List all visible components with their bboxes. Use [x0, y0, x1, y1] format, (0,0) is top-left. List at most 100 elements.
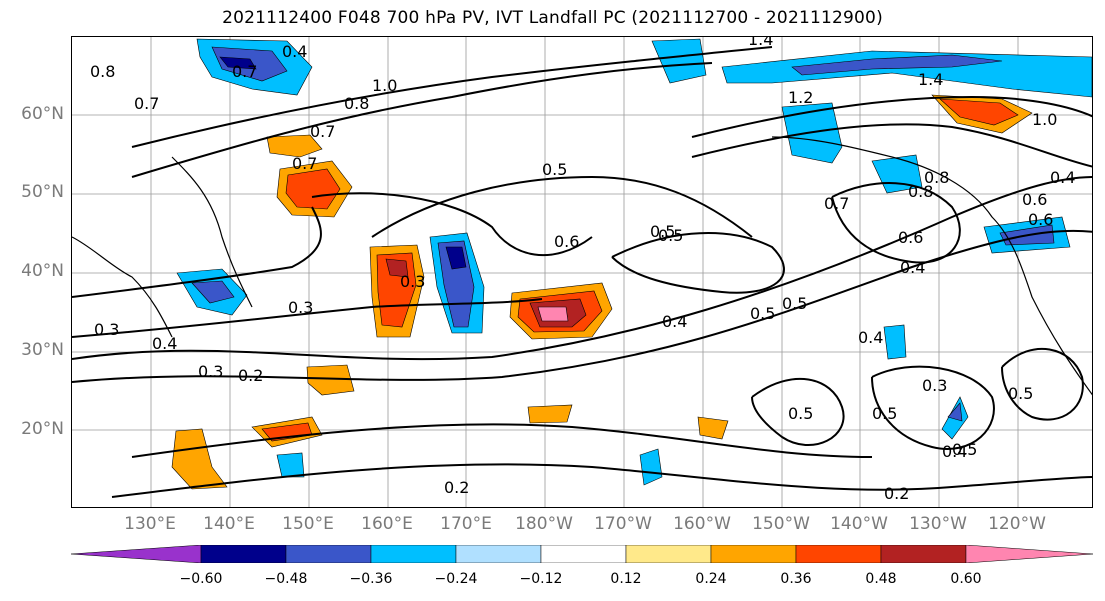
colorbar-seg [455, 545, 542, 563]
contour-label: 0.7 [134, 94, 159, 113]
contour-label: 0.5 [872, 404, 897, 423]
blob-pos-180-peak [537, 306, 569, 322]
lon-label-160w: 160°W [673, 514, 731, 534]
contour-label: 0.3 [288, 298, 313, 317]
colorbar-tick: −0.36 [349, 571, 393, 587]
map-svg: 0.8 0.4 0.7 1.0 0.8 1.4 1.4 1.2 0.7 0.5 … [72, 37, 1092, 507]
contour-label: 0.7 [310, 122, 335, 141]
blob-neg-alaska [721, 50, 1092, 98]
contour-label: 0.2 [238, 366, 263, 385]
contour-label: 0.8 [924, 168, 949, 187]
colorbar-extend-right [965, 545, 1093, 563]
colorbar-tick: −0.60 [179, 571, 223, 587]
lon-label-150w: 150°W [752, 514, 810, 534]
colorbar-seg [625, 545, 712, 563]
shaded-field [171, 38, 1092, 490]
contour-label: 0.4 [1050, 168, 1075, 187]
colorbar-seg [540, 545, 627, 563]
contour-label: 0.5 [782, 294, 807, 313]
colorbar-seg [880, 545, 967, 563]
contour-label: 1.4 [918, 70, 943, 89]
contour-label: 0.3 [922, 376, 947, 395]
contour-label: 0.4 [282, 42, 307, 61]
contour-label: 0.5 [650, 222, 675, 241]
colorbar-tick: −0.48 [264, 571, 308, 587]
blob-pos-kam [266, 134, 323, 158]
map-panel: 0.8 0.4 0.7 1.0 0.8 1.4 1.4 1.2 0.7 0.5 … [71, 36, 1093, 508]
blob-neg-japan-core [191, 280, 235, 304]
contour-label: 0.6 [1022, 190, 1047, 209]
lon-label-140e: 140°E [203, 514, 255, 534]
lon-label-130e: 130°E [124, 514, 176, 534]
contour-label: 0.6 [554, 232, 579, 251]
colorbar-seg [285, 545, 372, 563]
blob-neg-15n [276, 452, 305, 478]
lon-label-170w: 170°W [594, 514, 652, 534]
contour-label: 1.4 [748, 37, 773, 49]
blob-neg-140w [883, 324, 907, 360]
blob-pos-25n [306, 364, 355, 396]
lat-label-30n: 30°N [21, 340, 64, 360]
blob-neg-170e-min [445, 246, 467, 270]
colorbar-tick: 0.36 [780, 571, 812, 587]
contour-label: 0.6 [898, 228, 923, 247]
colorbar-tick: −0.12 [519, 571, 563, 587]
contour-label-layer: 0.8 0.4 0.7 1.0 0.8 1.4 1.4 1.2 0.7 0.5 … [90, 37, 1075, 503]
blob-pos-15n-140e [171, 428, 228, 490]
contour-label: 0.2 [884, 484, 909, 503]
colorbar-seg [710, 545, 797, 563]
blob-pos-160e-max [385, 258, 409, 278]
contour-label: 0.5 [542, 160, 567, 179]
blob-pos-bc-core [939, 98, 1019, 126]
contour-label: 0.3 [94, 320, 119, 339]
contour-label: 0.4 [858, 328, 883, 347]
contour-label: 0.4 [662, 312, 687, 331]
contour-label: 0.8 [344, 94, 369, 113]
lon-label-180w: 180°W [515, 514, 573, 534]
map-title: 2021112400 F048 700 hPa PV, IVT Landfall… [222, 8, 883, 28]
contour-lines [72, 46, 1092, 498]
colorbar-tick: −0.24 [434, 571, 478, 587]
lat-label-40n: 40°N [21, 261, 64, 281]
colorbar-seg [200, 545, 287, 563]
contour-label: 0.4 [900, 258, 925, 277]
lon-label-130w: 130°W [909, 514, 967, 534]
blob-pos-150e-core [285, 168, 341, 210]
blob-pos-160w [697, 416, 729, 440]
blob-neg-nw2 [651, 38, 707, 84]
colorbar-segments [71, 545, 1093, 563]
colorbar-seg [795, 545, 882, 563]
colorbar-tick: 0.60 [950, 571, 982, 587]
contour-label: 0.8 [908, 182, 933, 201]
contour-label: 1.2 [788, 88, 813, 107]
blob-neg-130w-core [947, 402, 963, 422]
contour-label: 0.3 [198, 362, 223, 381]
colorbar-tick: 0.12 [610, 571, 642, 587]
blob-pos-170w [527, 404, 573, 424]
colorbar-seg [370, 545, 457, 563]
contour-label: 0.7 [232, 62, 257, 81]
contour-label: 0.2 [444, 478, 469, 497]
lon-label-170e: 170°E [440, 514, 492, 534]
contour-label: 0.8 [90, 62, 115, 81]
lat-label-60n: 60°N [21, 104, 64, 124]
contour-label: 0.4 [942, 442, 967, 461]
lat-label-20n: 20°N [21, 419, 64, 439]
blob-neg-alaska-core [791, 54, 1003, 76]
contour-label: 0.5 [1008, 384, 1033, 403]
contour-label: 0.7 [824, 194, 849, 213]
colorbar-extend-left [71, 545, 202, 563]
contour-label: 0.5 [952, 440, 977, 459]
contour-label: 0.5 [788, 404, 813, 423]
colorbar [71, 545, 1093, 563]
contour-label: 0.5 [750, 304, 775, 323]
contour-label: 0.5 [658, 226, 683, 245]
colorbar-tick: 0.24 [695, 571, 727, 587]
lat-label-50n: 50°N [21, 182, 64, 202]
contour-label: 0.6 [1028, 210, 1053, 229]
contour-label: 0.7 [292, 154, 317, 173]
coastlines [72, 136, 1092, 396]
colorbar-tick: 0.48 [865, 571, 897, 587]
lon-label-160e: 160°E [361, 514, 413, 534]
contour-label: 1.0 [1032, 110, 1057, 129]
